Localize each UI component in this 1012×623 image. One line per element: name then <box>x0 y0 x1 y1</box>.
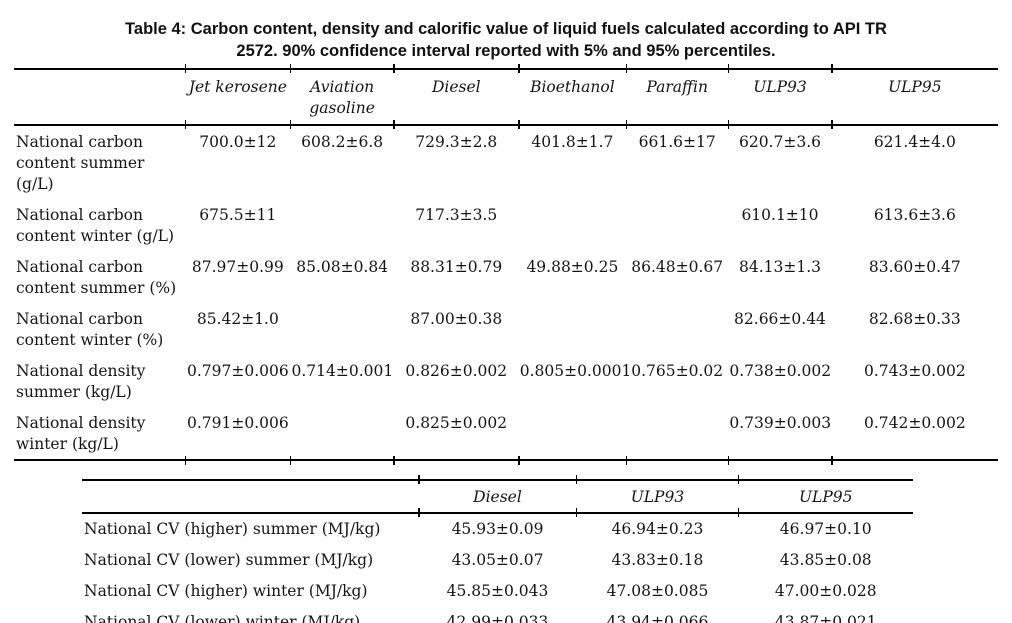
table-cell: 46.97±0.10 <box>737 507 913 545</box>
table-cell: 729.3±2.8 <box>393 119 519 199</box>
table-cell: 86.48±0.67 <box>631 258 724 276</box>
table-cell: 620.7±3.6 <box>727 119 831 199</box>
column-header-diesel: Diesel <box>393 65 519 126</box>
column-header-ulp95: ULP95 <box>831 65 998 126</box>
table-cell: 46.94±0.23 <box>575 507 738 545</box>
table-cell <box>290 199 393 251</box>
table-cell: 700.0±12 <box>184 119 290 199</box>
table-caption-line2: 2572. 90% confidence interval reported w… <box>236 42 776 60</box>
row-label: National carbon content summer (%) <box>16 258 177 297</box>
table-row: National carbon content summer (g/L) 700… <box>14 119 998 199</box>
table-cell: 0.797±0.006 <box>186 362 289 380</box>
table-cell: 0.826±0.002 <box>405 362 508 380</box>
table-cell: 47.08±0.085 <box>606 582 709 600</box>
table-cell: 0.743±0.002 <box>863 362 966 380</box>
table-cell: 84.13±1.3 <box>738 258 821 276</box>
table-header-row: Diesel ULP93 ULP95 <box>82 476 913 514</box>
column-header-ulp93: ULP93 <box>727 65 832 126</box>
table-cell: 45.93±0.09 <box>418 507 577 545</box>
table-cell: 608.2±6.8 <box>289 119 393 199</box>
table-cell: 47.00±0.028 <box>774 582 877 600</box>
table-cell <box>519 303 626 355</box>
table-cell: 0.805±0.0001 <box>519 362 632 380</box>
table-cell: 85.42±1.0 <box>196 310 279 328</box>
table-cell: 42.99±0.033 <box>418 607 577 623</box>
table-caption-line1: Table 4: Carbon content, density and cal… <box>125 20 887 38</box>
table-cell: 717.3±3.5 <box>415 206 498 224</box>
table-cell <box>626 199 728 251</box>
column-header-paraffin: Paraffin <box>625 65 729 126</box>
table-cell: 613.6±3.6 <box>873 206 956 224</box>
table-cell: 83.60±0.47 <box>868 258 961 276</box>
row-label: National density winter (kg/L) <box>14 407 186 461</box>
row-label: National density summer (kg/L) <box>16 362 146 401</box>
table-row: National CV (higher) winter (MJ/kg) 45.8… <box>82 576 913 607</box>
column-header-ulp95: ULP95 <box>737 476 913 514</box>
column-header-diesel: Diesel <box>418 476 577 514</box>
table-cell: 43.83±0.18 <box>611 551 704 569</box>
table-cell: 0.714±0.001 <box>291 362 394 380</box>
table-cell <box>626 303 728 355</box>
table-cell: 0.742±0.002 <box>831 407 998 465</box>
row-label: National CV (lower) winter (MJ/kg) <box>82 607 419 623</box>
table-cell: 43.94±0.066 <box>576 607 739 623</box>
table-cell: 0.739±0.003 <box>727 407 832 465</box>
table-cell <box>290 303 393 355</box>
table-cell: 401.8±1.7 <box>518 119 626 199</box>
column-header-ulp93: ULP93 <box>575 476 739 514</box>
table-caption: Table 4: Carbon content, density and cal… <box>0 0 1012 62</box>
table-row: National CV (lower) summer (MJ/kg) 43.05… <box>82 545 913 576</box>
table-cell: 43.87±0.021 <box>738 607 913 623</box>
row-label: National carbon content winter (g/L) <box>16 206 175 245</box>
table-row: National density winter (kg/L) 0.791±0.0… <box>14 407 998 465</box>
table-cell: 82.68±0.33 <box>868 310 961 328</box>
row-label: National carbon content winter (%) <box>16 310 164 349</box>
table-cell: 45.85±0.043 <box>446 582 549 600</box>
column-header-aviation-gasoline: Aviation gasoline <box>289 65 394 126</box>
table-cell: 0.791±0.006 <box>184 407 291 465</box>
table-cell: 43.85±0.08 <box>779 551 872 569</box>
table-cell: 675.5±11 <box>199 206 277 224</box>
table-cell: 88.31±0.79 <box>410 258 503 276</box>
table-cell: 621.4±4.0 <box>831 119 998 199</box>
row-label: National CV (higher) summer (MJ/kg) <box>84 520 381 538</box>
column-header-empty <box>14 68 186 126</box>
table-row: National carbon content winter (%) 85.42… <box>14 303 998 355</box>
table-cell: 661.6±17 <box>625 119 728 199</box>
table-cell <box>519 199 626 251</box>
table-row: National CV (lower) winter (MJ/kg) 42.99… <box>82 607 913 623</box>
fuel-properties-table: Jet kerosene Aviation gasoline Diesel Bi… <box>14 65 998 465</box>
table-row: National CV (higher) summer (MJ/kg) 45.9… <box>82 507 913 545</box>
column-header-jet-kerosene: Jet kerosene <box>184 65 291 126</box>
calorific-value-table: Diesel ULP93 ULP95 National CV (higher) … <box>82 476 913 623</box>
table-cell: 0.738±0.002 <box>729 362 832 380</box>
table-cell: 87.97±0.99 <box>191 258 284 276</box>
row-label: National CV (higher) winter (MJ/kg) <box>84 582 368 600</box>
table-cell: 82.66±0.44 <box>734 310 826 328</box>
table-cell: 85.08±0.84 <box>296 258 389 276</box>
table-row: National carbon content winter (g/L) 675… <box>14 199 998 251</box>
table-cell: 87.00±0.38 <box>410 310 503 328</box>
table-cell: 0.765±0.02 <box>631 362 724 380</box>
table-cell: 610.1±10 <box>741 206 819 224</box>
table-row: National density summer (kg/L) 0.797±0.0… <box>14 355 998 407</box>
row-label: National CV (lower) summer (MJ/kg) <box>84 551 374 569</box>
table-cell <box>518 407 626 465</box>
table-cell <box>625 407 729 465</box>
table-cell: 49.88±0.25 <box>526 258 619 276</box>
row-label: National carbon content summer (g/L) <box>16 133 145 193</box>
table-cell <box>289 407 394 465</box>
column-header-bioethanol: Bioethanol <box>518 65 626 126</box>
table-row: National carbon content summer (%) 87.97… <box>14 251 998 303</box>
column-header-empty <box>82 479 419 514</box>
table-header-row: Jet kerosene Aviation gasoline Diesel Bi… <box>14 65 998 126</box>
table-cell: 0.825±0.002 <box>393 407 519 465</box>
table-cell: 43.05±0.07 <box>451 551 544 569</box>
